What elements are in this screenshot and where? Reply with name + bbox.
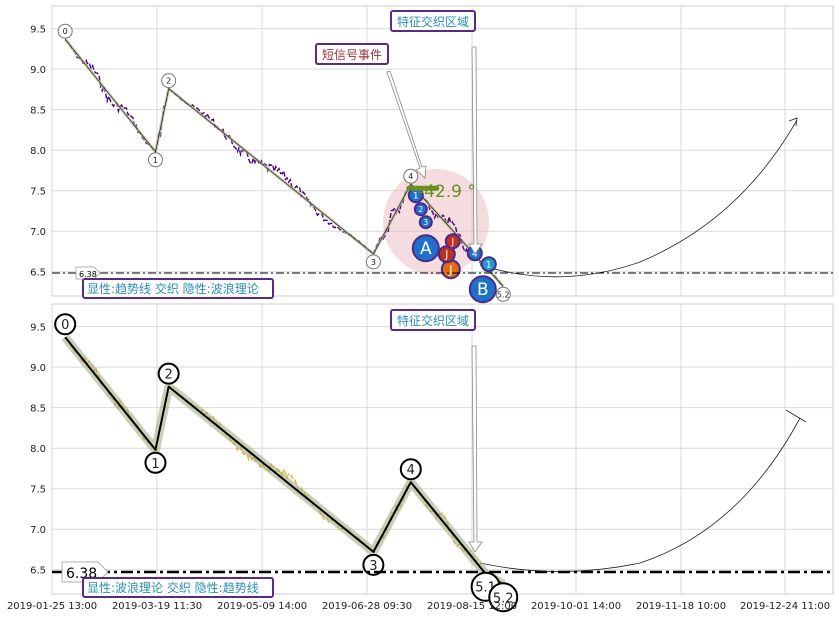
bottom-panel-frame (51, 303, 834, 595)
projection-arc-top (479, 119, 798, 278)
x-tick-label: 2019-05-09 14:00 (217, 601, 307, 612)
wave-node-label: 3 (369, 559, 377, 574)
angle-label: -42.9 ° (418, 182, 476, 202)
axis-labels: 9.5 9.0 8.5 8.0 7.5 7.0 6.5 9.5 9.0 8.5 8.0 7.5 7.0 6… (7, 25, 830, 612)
wave-node-circle (365, 254, 381, 270)
wave-node-label: 0 (61, 318, 69, 333)
wave-node-circle (54, 313, 77, 336)
signal-marker-label: 1 (413, 191, 419, 201)
signal-marker-label: 1 (486, 260, 492, 270)
y-tick-label: 8.5 (30, 106, 46, 117)
y-tick-label: 9.0 (30, 65, 46, 76)
x-tick-label: 2019-10-01 14:00 (531, 601, 621, 612)
signal-marker (468, 275, 497, 304)
wave-node-circle (399, 458, 422, 481)
y-tick-label: 9.5 (30, 25, 46, 36)
x-tick-label: 2019-12-24 11:00 (740, 601, 830, 612)
feature-zone-box-top (390, 10, 476, 32)
caption-box-top (82, 278, 274, 299)
wave-line (64, 38, 504, 287)
y-tick-label: 9.0 (30, 363, 46, 374)
wave-node-label: 2 (166, 77, 171, 86)
wave-node-label: 4 (407, 463, 415, 478)
caption-box-bottom (82, 577, 274, 598)
signal-marker-label: A (420, 238, 432, 258)
x-tick-label: 2019-08-15 12:00 (427, 601, 517, 612)
price-segment (168, 88, 374, 255)
x-tick-label: 2019-03-19 11:30 (112, 601, 202, 612)
x-tick-label: 2019-01-25 13:00 (7, 601, 97, 612)
signal-marker (411, 234, 440, 263)
caption-top: 显性:趋势线 交织 隐性:波浪理论 (87, 281, 259, 296)
wave-node-circle (161, 73, 177, 89)
y-tick-label: 7.0 (30, 525, 46, 536)
x-tick-label: 2019-06-28 09:30 (322, 601, 412, 612)
feature-zone-label-bottom: 特征交织区域 (397, 313, 469, 328)
feature-zone-box-bottom (390, 309, 476, 331)
x-tick-label: 2019-11-18 10:00 (636, 601, 726, 612)
wave-node-circle (488, 582, 519, 613)
signal-marker-label: B (477, 279, 489, 299)
y-tick-label: 7.0 (30, 227, 46, 238)
short-signal-box (315, 43, 389, 65)
y-tick-label: 7.5 (30, 187, 46, 198)
wave-node-circle (403, 168, 419, 184)
signal-marker (444, 233, 461, 250)
wave-node-circle (144, 451, 167, 474)
signal-marker (418, 215, 433, 230)
y-tick-label: 8.5 (30, 404, 46, 415)
wave-node-label: 1 (151, 457, 159, 472)
y-tick-label: 8.0 (30, 146, 46, 157)
projection-arc-bottom (479, 417, 801, 572)
y-tick-label: 6.5 (30, 566, 46, 577)
signal-marker-label: J (444, 249, 448, 261)
support-label-top: 6.38 (79, 270, 97, 279)
signal-marker (413, 202, 428, 217)
top-grid (51, 6, 833, 296)
y-tick-label: 7.5 (30, 485, 46, 496)
signal-marker-label: 3 (423, 218, 428, 227)
signal-marker-label: 2 (418, 205, 423, 214)
wave-node-circle (157, 362, 180, 385)
wave-node-label: 5.2 (497, 290, 510, 299)
wave-node-label: 1 (153, 156, 158, 165)
projection-arrowhead-top (788, 117, 798, 127)
signal-marker-label: J (450, 237, 454, 247)
support-label-bg-top (75, 266, 101, 280)
y-tick-label: 6.5 (30, 268, 46, 279)
signal-marker (480, 256, 497, 273)
wave-node-circle (57, 23, 73, 39)
wave-node-circle (495, 286, 511, 302)
wave-node-label: 2 (165, 368, 173, 383)
wave-node-label: 5.2 (493, 591, 514, 606)
short-signal-arrow (386, 70, 427, 179)
short-signal-label: 短信号事件 (322, 48, 382, 62)
caption-bottom: 显性:波浪理论 交织 隐性:趋势线 (87, 580, 259, 595)
y-tick-label: 9.5 (30, 323, 46, 334)
wave-node-label: 4 (408, 172, 413, 181)
feature-zone-label-top: 特征交织区域 (397, 14, 469, 29)
wave-node-label: 0 (63, 27, 68, 36)
wave-node-circle (147, 152, 163, 168)
feature-zone-arrow-top (468, 46, 483, 255)
y-tick-label: 8.0 (30, 444, 46, 455)
projection-tick-bottom (785, 409, 807, 423)
signal-marker-label: J (448, 262, 452, 276)
wave-node-label: 3 (371, 258, 376, 267)
feature-zone-arrow-bottom (468, 345, 483, 553)
wave-node-circle (362, 553, 385, 576)
